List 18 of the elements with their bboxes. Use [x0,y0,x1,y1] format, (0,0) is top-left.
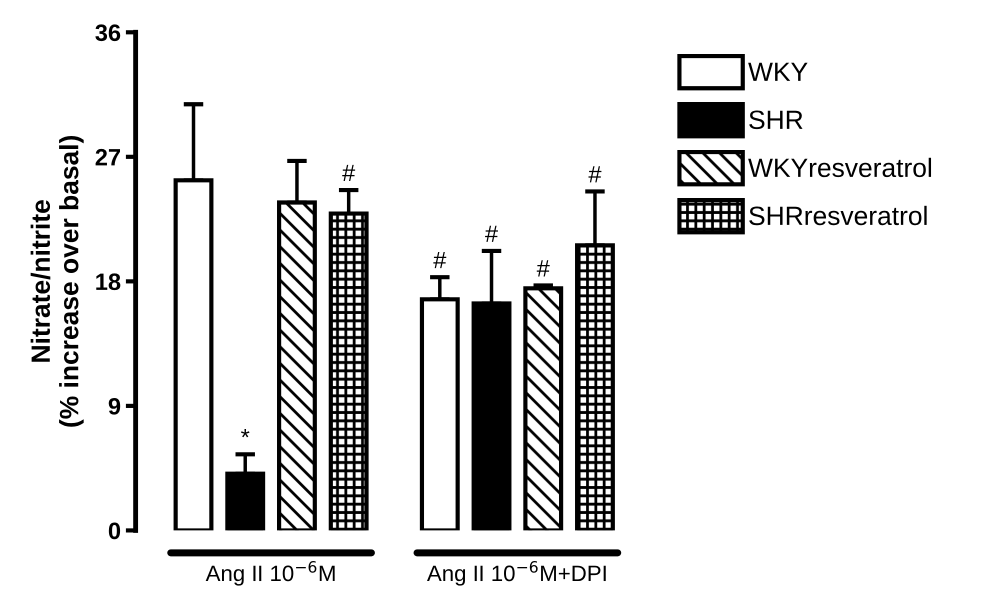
data-label: * [241,429,250,438]
data-label: # [342,164,356,181]
y-tick-label: 9 [108,398,120,415]
legend-label: WKY [748,62,808,81]
y-tick-label: 0 [108,522,120,540]
y-tick-label: 18 [96,273,120,290]
legend-label: SHRresveratrol [749,206,927,226]
y-axis-title: Nitrate/nitrite (% increase over basal) [30,136,84,427]
legend-label: WKYresveratrol [748,158,932,178]
data-label: # [536,260,550,276]
x-tick-label: Ang II 10$^{−6}$M+DPI [426,560,606,586]
x-tick-label: Ang II 10$^{−6}$M [206,560,335,586]
data-label: # [485,226,498,242]
data-label: # [433,252,446,268]
data-label: # [588,166,602,182]
y-tick-label: 36 [95,24,120,42]
y-tick-label: 27 [96,148,120,166]
legend-label: SHR [749,110,803,130]
